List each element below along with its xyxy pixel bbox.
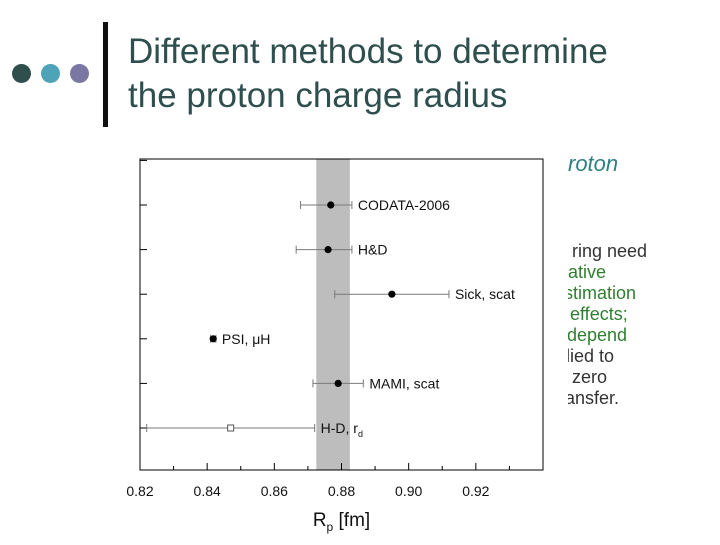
bullet-dot-1 (12, 64, 31, 83)
x-axis-label-unit: [fm] (333, 510, 370, 531)
data-marks: CODATA-2006 H&D Sick, scat PSI, μH MAMI, sca… (146, 197, 515, 439)
x-tick-label: 0.92 (462, 483, 489, 499)
point-label: H-D, rd (321, 420, 363, 439)
x-tick-label: 0.90 (395, 483, 422, 499)
background-text-line-2: ative (568, 262, 607, 282)
point-label: CODATA-2006 (358, 197, 450, 213)
x-tick-label: 0.82 (126, 483, 153, 499)
slide-title-line-1: Different methods to determine (128, 32, 608, 71)
background-text-line-4: effects; (570, 304, 628, 324)
point-label: H&D (358, 242, 388, 258)
x-tick-label: 0.88 (328, 483, 355, 499)
point-label: PSI, μH (222, 331, 271, 347)
consensus-band (316, 159, 350, 470)
x-tick-label: 0.84 (194, 483, 221, 499)
slide-title: Different methods to determine the proto… (128, 30, 608, 118)
data-point (334, 379, 342, 387)
x-axis: 0.82 0.84 0.86 0.88 0.90 0.92 (126, 463, 510, 499)
data-point (327, 201, 335, 209)
slide-title-line-2: the proton charge radius (128, 76, 508, 115)
background-text-line-6: lied to (566, 346, 615, 366)
bullet-dot-3 (70, 64, 89, 83)
background-text-line-5: depend (567, 325, 628, 345)
x-axis-label: Rp [fm] (313, 510, 370, 534)
bullet-dot-2 (41, 64, 60, 83)
point-label-sub: d (358, 429, 363, 439)
point-label: Sick, scat (455, 286, 515, 302)
data-point (388, 290, 396, 298)
y-ticks (140, 159, 147, 429)
proton-radius-chart: 0.82 0.84 0.86 0.88 0.90 0.92 CODATA-2006 H&D S… (126, 158, 544, 534)
background-text-line-8: ansfer. (565, 388, 620, 408)
background-text-line-1: ring need (572, 241, 648, 261)
background-text-fragment: roton (568, 151, 619, 176)
data-point (209, 335, 217, 343)
chart-panel: 0.82 0.84 0.86 0.88 0.90 0.92 CODATA-2006 H&D S… (113, 157, 568, 540)
data-point (227, 424, 235, 432)
point-label: MAMI, scat (369, 375, 439, 391)
x-axis-label-sub: p (327, 520, 334, 534)
background-text-line-3: stimation (564, 283, 637, 303)
title-divider (103, 22, 108, 127)
x-tick-label: 0.86 (261, 483, 288, 499)
x-axis-label-main: R (313, 510, 327, 531)
data-point (324, 246, 332, 254)
background-text-line-7: zero (572, 367, 608, 387)
